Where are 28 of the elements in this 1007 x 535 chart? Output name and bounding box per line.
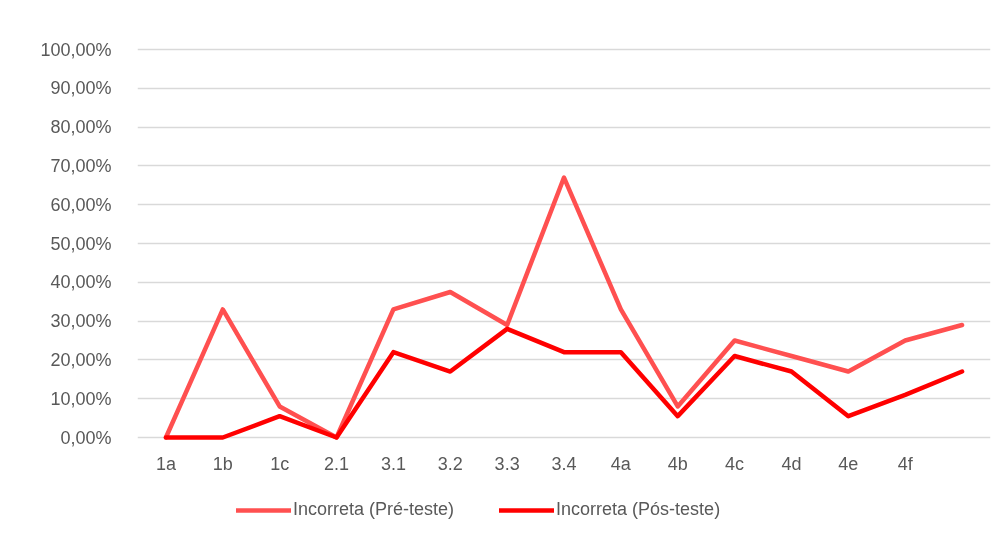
x-tick-label: 3.1 (380, 454, 406, 474)
y-tick-label: 50,00% (50, 233, 112, 254)
y-tick-label: 30,00% (50, 311, 112, 332)
y-tick-label: 60,00% (50, 194, 112, 215)
y-tick-label: 70,00% (50, 155, 112, 176)
x-tick-label: 4d (781, 453, 802, 474)
y-tick-label: 100,00% (40, 39, 112, 60)
y-tick-label: 0,00% (60, 427, 112, 448)
x-tick-label: 1b (212, 453, 233, 474)
y-tick-label: 90,00% (50, 78, 112, 99)
x-tick-label: 1c (270, 453, 290, 474)
x-tick-label: 4e (838, 454, 859, 474)
x-tick-label: 4a (610, 453, 632, 474)
x-tick-label: 3.2 (437, 454, 463, 474)
legend-label: Incorreta (Pré-teste) (293, 499, 455, 520)
x-tick-label: 3.4 (551, 454, 577, 474)
x-tick-label: 3.3 (494, 454, 520, 474)
x-tick-label: 4b (667, 453, 688, 474)
y-tick-label: 80,00% (50, 117, 112, 138)
line-series (163, 326, 965, 440)
x-tick-label: 2.1 (324, 454, 350, 474)
y-tick-label: 40,00% (50, 272, 112, 293)
y-tick-label: 10,00% (50, 388, 112, 409)
x-tick-label: 1a (155, 453, 177, 474)
x-tick-label: 4c (725, 453, 745, 474)
y-tick-label: 20,00% (50, 349, 112, 370)
x-tick-label: 4f (897, 453, 914, 474)
legend-label: Incorreta (Pós-teste) (556, 499, 721, 520)
